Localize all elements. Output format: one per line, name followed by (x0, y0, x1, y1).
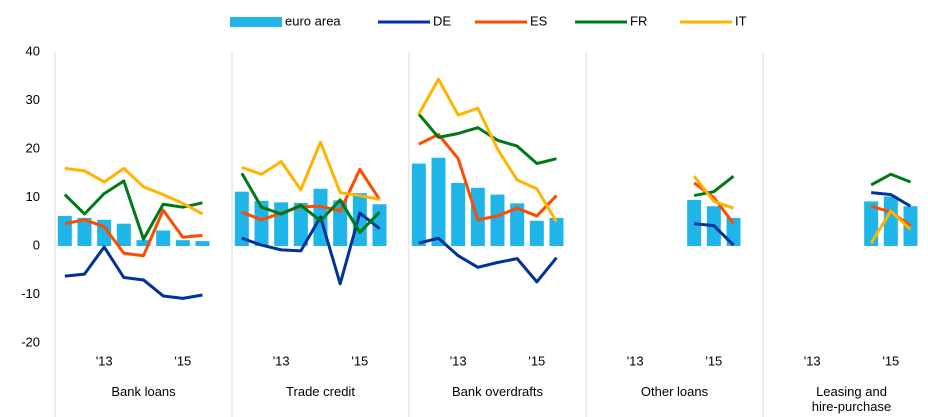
bar (116, 223, 131, 246)
y-tick-label: 20 (26, 140, 40, 155)
line (241, 167, 381, 222)
bar (274, 202, 289, 246)
y-tick-label: 30 (26, 92, 40, 107)
x-tick-label: '15 (705, 353, 722, 368)
line (241, 140, 380, 201)
x-tick-label: '13 (96, 353, 113, 368)
line (64, 208, 203, 258)
bar (57, 215, 72, 246)
bar (293, 202, 308, 246)
x-tick-label: '15 (351, 353, 368, 368)
x-tick-label: '13 (450, 353, 467, 368)
x-tick-label: '13 (627, 353, 644, 368)
bar (529, 220, 544, 246)
bar (549, 217, 564, 246)
line (693, 181, 735, 225)
x-tick-label: '15 (174, 353, 191, 368)
y-tick-label: -10 (21, 286, 40, 301)
line (694, 222, 735, 247)
bar (175, 240, 190, 246)
line (870, 172, 912, 187)
y-tick-label: 40 (26, 43, 40, 58)
bar (352, 193, 367, 246)
line (692, 175, 734, 210)
bar (510, 203, 525, 246)
x-tick-label: '13 (804, 353, 821, 368)
legend-label: IT (735, 13, 747, 28)
line (64, 166, 204, 216)
panel-label: Other loans (640, 384, 709, 399)
line (417, 113, 557, 166)
panel-label: Bank loans (111, 384, 176, 399)
bar (156, 230, 171, 246)
legend-label: euro area (285, 13, 341, 28)
panel-label: Leasing and hire-purchase (811, 384, 892, 414)
line (240, 172, 381, 234)
line (693, 174, 735, 198)
bar (726, 217, 741, 246)
bar (77, 217, 92, 246)
bar (451, 182, 466, 246)
bar (136, 240, 151, 246)
bar (254, 200, 269, 246)
line (869, 209, 912, 244)
bar (903, 206, 918, 246)
bar (195, 241, 210, 246)
line (64, 245, 203, 300)
bar (883, 196, 898, 246)
x-tick-label: '15 (882, 353, 899, 368)
bar (431, 157, 446, 246)
legend-label: DE (433, 13, 451, 28)
bar (234, 191, 249, 246)
legend-swatch (230, 17, 282, 27)
y-tick-label: 10 (26, 189, 40, 204)
x-tick-label: '13 (273, 353, 290, 368)
x-tick-label: '15 (528, 353, 545, 368)
line (871, 191, 912, 208)
y-tick-label: 0 (33, 237, 40, 252)
bar (490, 194, 505, 246)
panel-label: Trade credit (286, 384, 355, 399)
legend-label: FR (630, 13, 647, 28)
line (63, 179, 203, 241)
panel-label: Bank overdrafts (451, 384, 544, 399)
legend-label: ES (530, 13, 548, 28)
line (418, 132, 558, 222)
bar (687, 199, 702, 246)
line (418, 236, 558, 284)
bar (411, 163, 426, 246)
bar (333, 200, 348, 246)
line (417, 77, 558, 223)
y-tick-label: -20 (21, 334, 40, 349)
